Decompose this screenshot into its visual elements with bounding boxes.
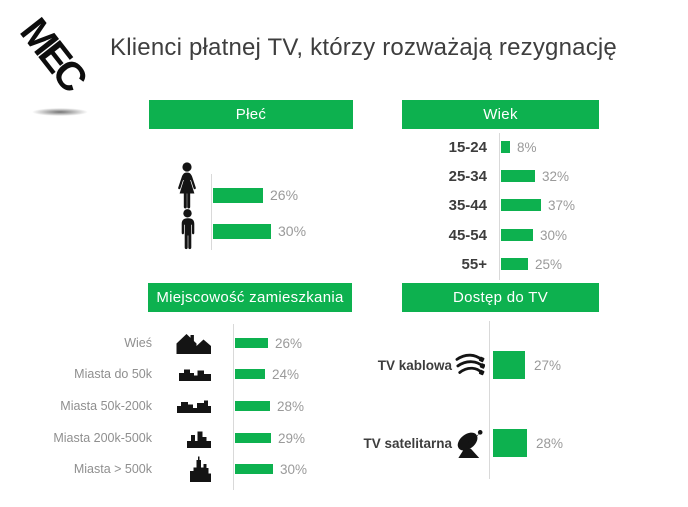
bar-row-15-24: 15-24 8% <box>407 138 537 156</box>
small-town-icon <box>160 367 212 381</box>
bar-row-miasta-do-50k: Miasta do 50k 24% <box>38 363 299 385</box>
category-label: 35-44 <box>448 196 487 214</box>
mec-logo-shadow <box>32 108 88 116</box>
bar-tv-kablowa <box>493 351 525 379</box>
bar-mezczyzna <box>213 223 271 239</box>
category-label: Miasta 200k-500k <box>53 431 152 445</box>
axis-line-dostep <box>489 321 490 479</box>
bar-miasta-200k-500k <box>235 433 271 443</box>
value-label: 25% <box>535 256 563 272</box>
medium-town-icon <box>160 399 212 413</box>
value-label: 24% <box>272 366 300 382</box>
bar-miasta-do-50k <box>235 369 265 379</box>
bar-25-34 <box>501 170 535 182</box>
axis-line-wiek <box>499 133 500 280</box>
value-label: 28% <box>536 435 564 451</box>
section-header-plec: Płeć <box>149 100 353 129</box>
bar-miasta-50k-200k <box>235 401 270 411</box>
category-label: Miasta > 500k <box>73 462 152 476</box>
value-label: 32% <box>542 168 570 184</box>
axis-line-plec <box>211 174 212 250</box>
large-town-icon <box>160 429 212 448</box>
category-label: TV satelitarna <box>363 435 452 451</box>
bar-row-tv-kablowa: TV kablowa 27% <box>348 350 561 380</box>
bar-row-tv-satelitarna: TV satelitarna 28% <box>348 428 563 458</box>
section-header-dostep-do-tv: Dostęp do TV <box>402 283 599 312</box>
man-icon <box>177 209 198 250</box>
value-label: 37% <box>548 197 576 213</box>
axis-line-miejscowosc <box>233 324 234 490</box>
category-label: 15-24 <box>448 138 487 156</box>
bar-wies <box>235 338 268 348</box>
bar-row-35-44: 35-44 37% <box>407 196 576 214</box>
page-title: Klienci płatnej TV, którzy rozważają rez… <box>110 34 617 61</box>
category-label: 45-54 <box>448 226 487 244</box>
value-label: 26% <box>275 335 303 351</box>
bar-row-mezczyzna: 30% <box>213 223 306 239</box>
bar-row-miasta-200k-500k: Miasta 200k-500k 29% <box>38 427 305 449</box>
bar-row-miasta-powyzej-500k: Miasta > 500k 30% <box>38 456 308 482</box>
mec-logo: MEC <box>4 6 108 118</box>
category-label: 55+ <box>461 255 487 273</box>
bar-row-miasta-50k-200k: Miasta 50k-200k 28% <box>38 395 304 417</box>
bar-row-25-34: 25-34 32% <box>407 167 570 185</box>
mec-logo-text: MEC <box>11 10 94 98</box>
bar-row-kobieta: 26% <box>213 187 298 203</box>
category-label: 25-34 <box>448 167 487 185</box>
big-city-icon <box>160 456 212 482</box>
woman-icon <box>175 162 199 209</box>
value-label: 29% <box>278 430 306 446</box>
cable-tv-icon <box>454 351 486 379</box>
bar-35-44 <box>501 199 541 211</box>
bar-row-wies: Wieś 26% <box>38 332 302 354</box>
section-header-miejscowosc: Miejscowość zamieszkania <box>148 283 352 312</box>
value-label: 30% <box>278 223 307 239</box>
category-label: Miasta do 50k <box>74 367 152 381</box>
bar-15-24 <box>501 141 510 153</box>
bar-45-54 <box>501 229 533 241</box>
value-label: 26% <box>270 187 299 203</box>
category-label: TV kablowa <box>377 357 452 373</box>
bar-55-plus <box>501 258 528 270</box>
bar-row-45-54: 45-54 30% <box>407 226 568 244</box>
section-header-wiek: Wiek <box>402 100 599 129</box>
value-label: 27% <box>534 357 562 373</box>
value-label: 28% <box>277 398 305 414</box>
category-label: Wieś <box>124 336 152 350</box>
bar-row-55-plus: 55+ 25% <box>407 255 563 273</box>
category-label: Miasta 50k-200k <box>60 399 152 413</box>
bar-tv-satelitarna <box>493 429 527 457</box>
bar-miasta-powyzej-500k <box>235 464 273 474</box>
satellite-dish-icon <box>454 428 486 459</box>
value-label: 30% <box>280 461 308 477</box>
bar-kobieta <box>213 187 263 203</box>
value-label: 30% <box>540 227 568 243</box>
value-label: 8% <box>517 139 537 155</box>
village-houses-icon <box>160 333 212 354</box>
